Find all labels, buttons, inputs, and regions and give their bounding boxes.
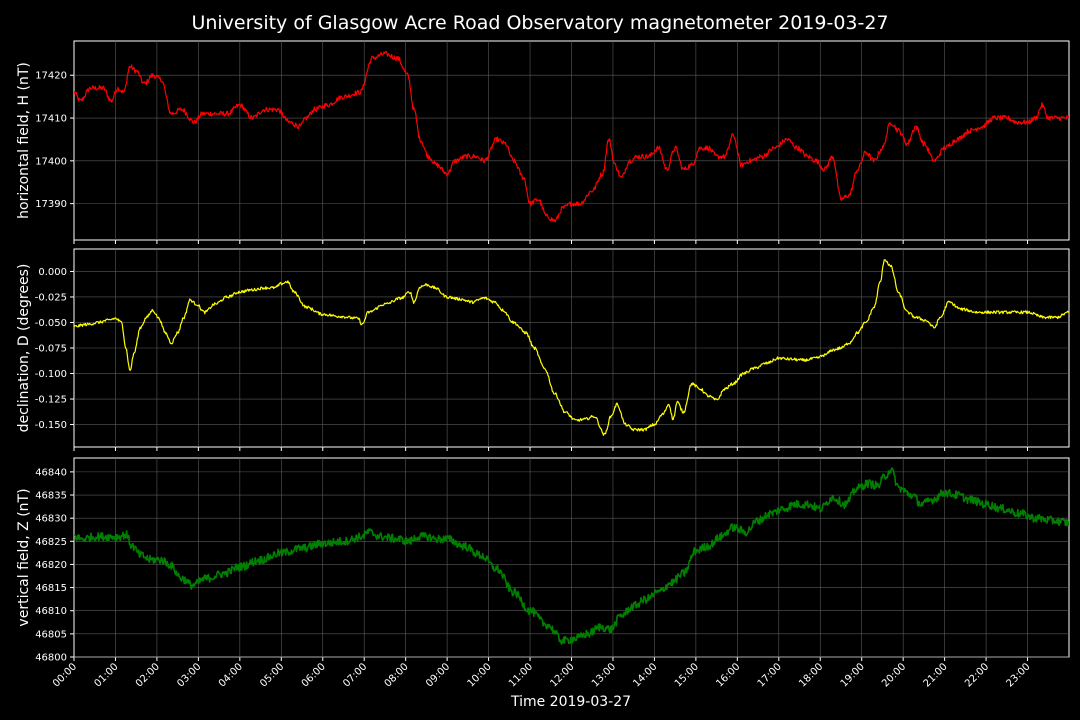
y-tick-label: -0.125 xyxy=(35,395,67,406)
series-line xyxy=(74,50,1069,223)
y-axis-label: horizontal field, H (nT) xyxy=(16,62,32,219)
y-tick-label: 46800 xyxy=(35,653,67,664)
y-tick-label: 46840 xyxy=(35,467,67,478)
y-axis-label: declination, D (degrees) xyxy=(16,264,32,433)
y-tick-label: 46815 xyxy=(35,583,67,594)
y-tick-label: -0.050 xyxy=(35,318,67,329)
y-axis-label: vertical field, Z (nT) xyxy=(16,488,32,626)
y-tick-label: 46830 xyxy=(35,514,67,525)
panel-3: 46800 46805 46810 46815 46820 46825 46830 46835… xyxy=(16,457,1070,690)
y-tick-label: 46810 xyxy=(35,606,67,617)
y-tick-label: 46835 xyxy=(35,491,67,502)
y-tick-label: -0.075 xyxy=(35,344,67,355)
chart-title: University of Glasgow Acre Road Observat… xyxy=(191,12,888,34)
y-tick-label: 17420 xyxy=(35,71,67,82)
y-tick-label: -0.025 xyxy=(35,292,67,303)
y-tick-label: 17410 xyxy=(35,114,67,125)
y-tick-label: -0.150 xyxy=(35,420,67,431)
y-tick-label: 46825 xyxy=(35,537,67,548)
y-tick-label: -0.100 xyxy=(35,369,67,380)
y-tick-label: 17390 xyxy=(35,199,67,210)
y-tick-label: 17400 xyxy=(35,156,67,167)
panel-2: -0.150 -0.125 -0.100 -0.075 -0.050 -0.025 0.00… xyxy=(16,248,1070,451)
y-tick-label: 46820 xyxy=(35,560,67,571)
series-line xyxy=(74,259,1069,436)
series-line xyxy=(74,467,1069,645)
x-axis-label: Time 2019-03-27 xyxy=(510,694,631,710)
y-tick-label: 0.000 xyxy=(38,267,67,278)
y-tick-label: 46805 xyxy=(35,629,67,640)
